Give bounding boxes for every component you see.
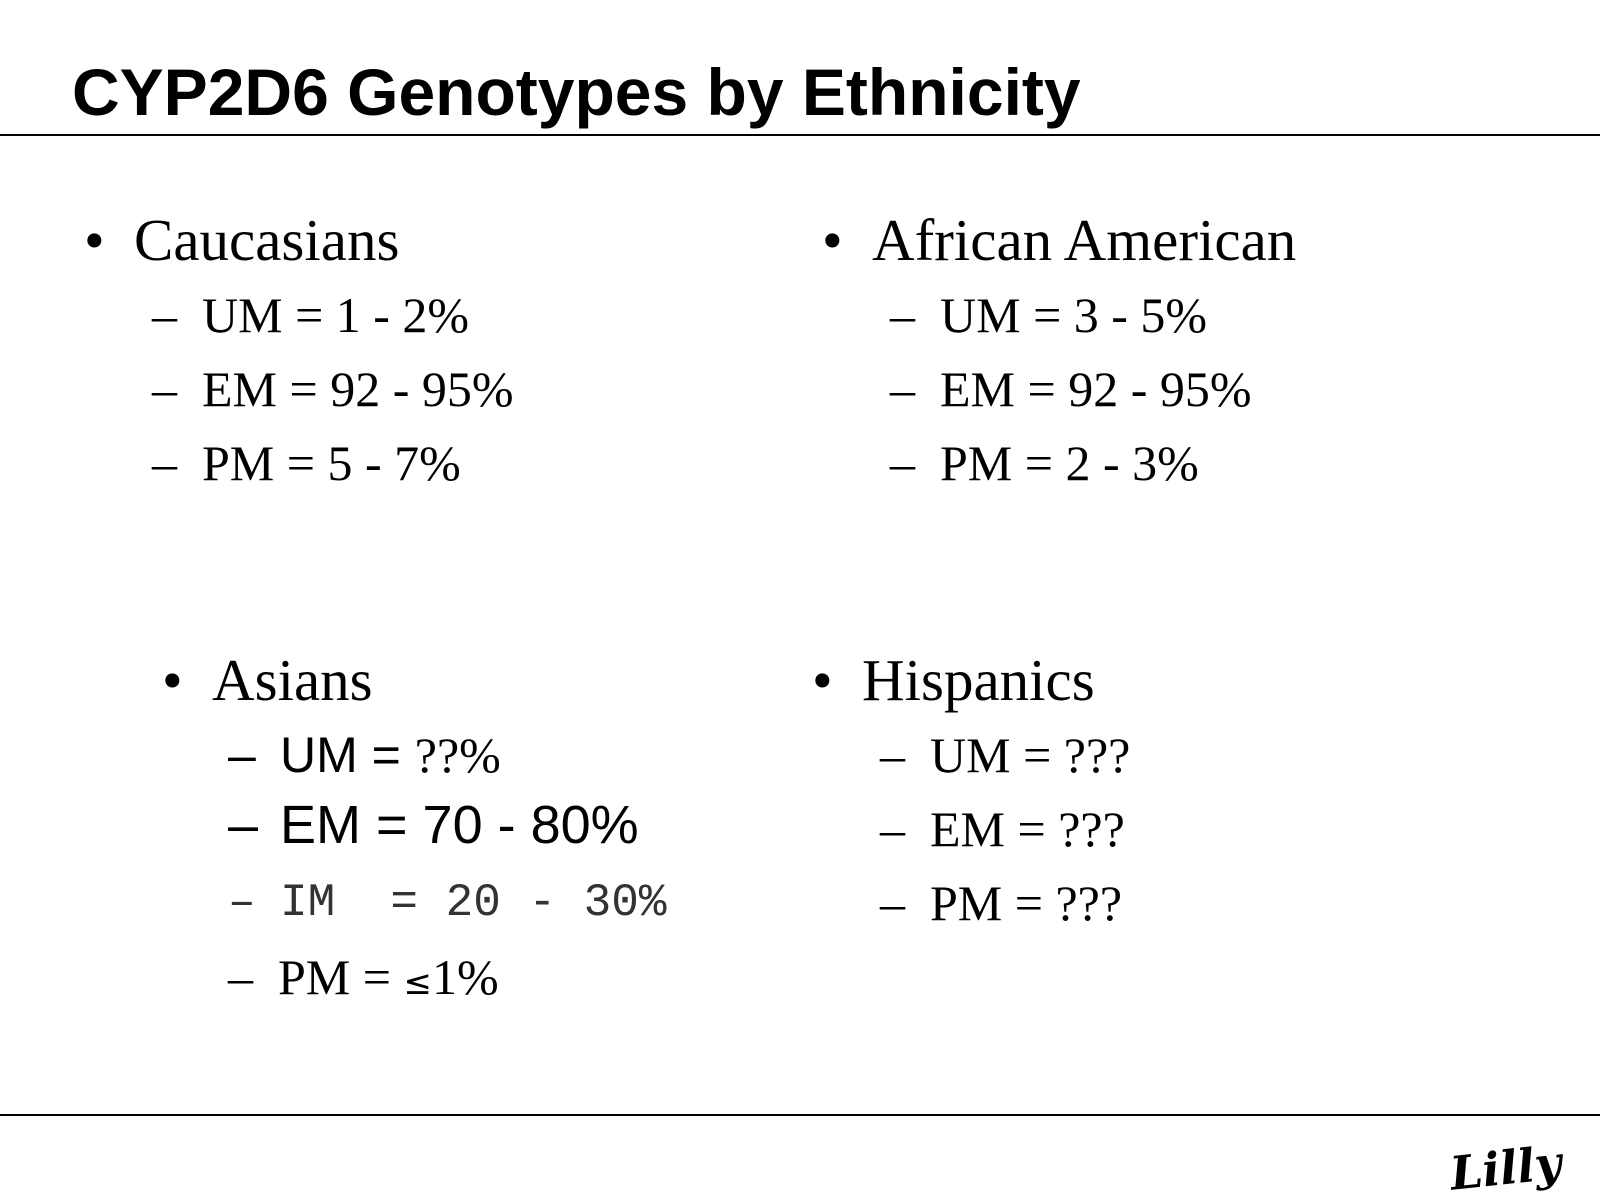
- bullet-icon: •: [822, 207, 843, 273]
- slide-title: CYP2D6 Genotypes by Ethnicity: [72, 55, 1081, 129]
- dash-icon: –: [880, 727, 905, 783]
- item-text: UM = ???: [930, 727, 1131, 783]
- item-text: EM = 92 - 95%: [940, 361, 1252, 417]
- item-label: PM =: [278, 949, 404, 1005]
- dash-icon: –: [880, 875, 905, 931]
- item-value: 1%: [431, 949, 499, 1005]
- item-text: PM = 2 - 3%: [940, 435, 1199, 491]
- item-text: IM = 20 - 30%: [280, 877, 667, 929]
- bullet-icon: •: [812, 647, 833, 713]
- heading-african-american: African American: [872, 207, 1297, 273]
- item-text: EM = 92 - 95%: [202, 361, 514, 417]
- heading-caucasians: Caucasians: [134, 207, 400, 273]
- item-text: UM = 3 - 5%: [940, 287, 1208, 343]
- bullet-icon: •: [162, 647, 183, 713]
- item-text: EM = ???: [930, 801, 1125, 857]
- bullet-icon: •: [84, 207, 105, 273]
- dash-icon: –: [152, 435, 177, 491]
- heading-hispanics: Hispanics: [862, 647, 1095, 713]
- dash-icon: –: [228, 949, 253, 1005]
- dash-icon: –: [152, 361, 177, 417]
- less-equal-icon: ≤: [403, 963, 432, 1003]
- dash-icon: –: [890, 287, 915, 343]
- item-text: PM = ???: [930, 875, 1123, 931]
- heading-asians: Asians: [212, 647, 373, 713]
- lilly-logo: Lilly: [1447, 1135, 1565, 1201]
- title-divider: [0, 134, 1600, 136]
- item-value: ??%: [414, 727, 501, 783]
- item-text: PM = 5 - 7%: [202, 435, 461, 491]
- dash-icon: –: [228, 795, 259, 855]
- footer-divider: [0, 1114, 1600, 1116]
- dash-icon: –: [890, 435, 915, 491]
- dash-icon: –: [228, 727, 256, 783]
- dash-icon: –: [880, 801, 905, 857]
- dash-icon: –: [890, 361, 915, 417]
- item-label: UM =: [280, 727, 415, 783]
- dash-icon: –: [228, 877, 256, 929]
- item-text: EM = 70 - 80%: [280, 795, 639, 855]
- item-text: UM = 1 - 2%: [202, 287, 470, 343]
- dash-icon: –: [152, 287, 177, 343]
